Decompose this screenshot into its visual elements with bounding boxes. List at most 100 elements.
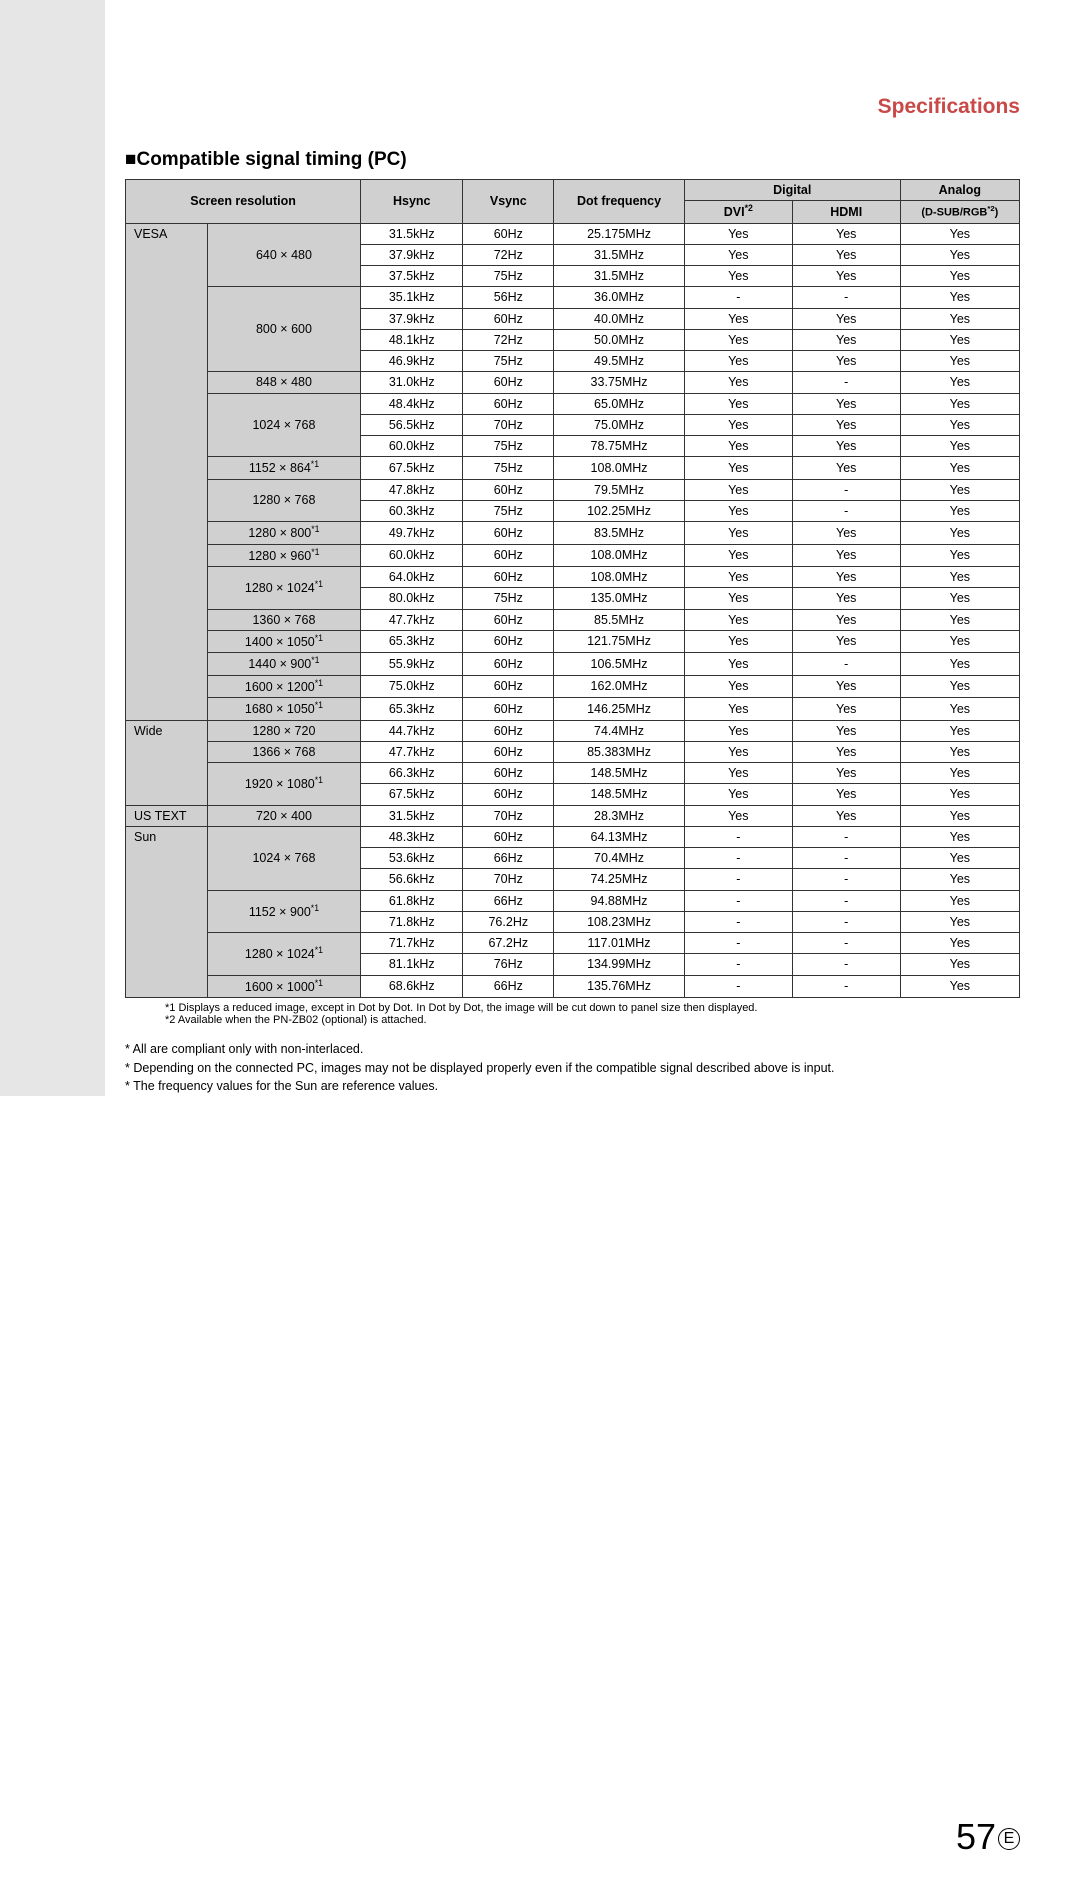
data-cell: 85.5MHz bbox=[554, 609, 685, 630]
data-cell: 48.3kHz bbox=[361, 826, 463, 847]
data-cell: Yes bbox=[792, 522, 900, 544]
table-row: 1024 × 76848.4kHz60Hz65.0MHzYesYesYes bbox=[126, 393, 1020, 414]
data-cell: 60Hz bbox=[463, 567, 554, 588]
table-header: Screen resolution Hsync Vsync Dot freque… bbox=[126, 180, 1020, 224]
data-cell: Yes bbox=[684, 784, 792, 805]
data-cell: Yes bbox=[792, 698, 900, 720]
table-row: US TEXT720 × 40031.5kHz70Hz28.3MHzYesYes… bbox=[126, 805, 1020, 826]
table-row: VESA640 × 48031.5kHz60Hz25.175MHzYesYesY… bbox=[126, 223, 1020, 244]
category-cell: Wide bbox=[126, 720, 208, 805]
data-cell: - bbox=[792, 933, 900, 954]
data-cell: Yes bbox=[684, 544, 792, 566]
data-cell: Yes bbox=[900, 414, 1019, 435]
data-cell: 75.0MHz bbox=[554, 414, 685, 435]
data-cell: Yes bbox=[684, 414, 792, 435]
data-cell: Yes bbox=[684, 567, 792, 588]
data-cell: 85.383MHz bbox=[554, 741, 685, 762]
data-cell: 25.175MHz bbox=[554, 223, 685, 244]
analog-sub-close: ) bbox=[995, 207, 999, 219]
data-cell: Yes bbox=[900, 223, 1019, 244]
data-cell: 49.5MHz bbox=[554, 351, 685, 372]
category-cell: US TEXT bbox=[126, 805, 208, 826]
data-cell: - bbox=[792, 911, 900, 932]
data-cell: 67.5kHz bbox=[361, 784, 463, 805]
data-cell: 108.0MHz bbox=[554, 457, 685, 479]
data-cell: - bbox=[684, 975, 792, 997]
data-cell: Yes bbox=[900, 308, 1019, 329]
data-cell: 60Hz bbox=[463, 784, 554, 805]
resolution-cell: 1280 × 800*1 bbox=[207, 522, 360, 544]
data-cell: 108.0MHz bbox=[554, 567, 685, 588]
data-cell: 37.9kHz bbox=[361, 244, 463, 265]
data-cell: Yes bbox=[900, 763, 1019, 784]
data-cell: 81.1kHz bbox=[361, 954, 463, 975]
data-cell: 148.5MHz bbox=[554, 763, 685, 784]
resolution-cell: 1152 × 900*1 bbox=[207, 890, 360, 933]
data-cell: Yes bbox=[792, 244, 900, 265]
data-cell: - bbox=[792, 479, 900, 500]
resolution-cell: 1024 × 768 bbox=[207, 826, 360, 890]
data-cell: Yes bbox=[684, 522, 792, 544]
data-cell: 75Hz bbox=[463, 457, 554, 479]
table-row: 1920 × 1080*166.3kHz60Hz148.5MHzYesYesYe… bbox=[126, 763, 1020, 784]
table-row: 1280 × 1024*171.7kHz67.2Hz117.01MHz--Yes bbox=[126, 933, 1020, 954]
data-cell: 108.23MHz bbox=[554, 911, 685, 932]
data-cell: 60.3kHz bbox=[361, 501, 463, 522]
data-cell: 50.0MHz bbox=[554, 329, 685, 350]
data-cell: 49.7kHz bbox=[361, 522, 463, 544]
data-cell: Yes bbox=[900, 805, 1019, 826]
table-row: 1280 × 800*149.7kHz60Hz83.5MHzYesYesYes bbox=[126, 522, 1020, 544]
data-cell: 79.5MHz bbox=[554, 479, 685, 500]
data-cell: 75Hz bbox=[463, 501, 554, 522]
data-cell: 48.4kHz bbox=[361, 393, 463, 414]
data-cell: 47.8kHz bbox=[361, 479, 463, 500]
data-cell: Yes bbox=[792, 588, 900, 609]
data-cell: 55.9kHz bbox=[361, 653, 463, 675]
data-cell: 72Hz bbox=[463, 329, 554, 350]
data-cell: Yes bbox=[900, 933, 1019, 954]
resolution-cell: 1600 × 1000*1 bbox=[207, 975, 360, 997]
table-row: 1152 × 864*167.5kHz75Hz108.0MHzYesYesYes bbox=[126, 457, 1020, 479]
data-cell: - bbox=[792, 826, 900, 847]
data-cell: 148.5MHz bbox=[554, 784, 685, 805]
data-cell: Yes bbox=[684, 763, 792, 784]
data-cell: 70Hz bbox=[463, 869, 554, 890]
data-cell: 106.5MHz bbox=[554, 653, 685, 675]
data-cell: 47.7kHz bbox=[361, 609, 463, 630]
data-cell: Yes bbox=[792, 223, 900, 244]
data-cell: 66Hz bbox=[463, 848, 554, 869]
data-cell: Yes bbox=[900, 911, 1019, 932]
data-cell: 70Hz bbox=[463, 414, 554, 435]
data-cell: 66Hz bbox=[463, 890, 554, 911]
data-cell: 75.0kHz bbox=[361, 675, 463, 697]
data-cell: 74.4MHz bbox=[554, 720, 685, 741]
data-cell: Yes bbox=[792, 630, 900, 652]
resolution-cell: 1280 × 1024*1 bbox=[207, 933, 360, 976]
dvi-sup: *2 bbox=[745, 203, 753, 213]
signal-timing-table: Screen resolution Hsync Vsync Dot freque… bbox=[125, 179, 1020, 998]
footnote-2: *2 Available when the PN-ZB02 (optional)… bbox=[165, 1014, 1020, 1026]
table-row: 1600 × 1000*168.6kHz66Hz135.76MHz--Yes bbox=[126, 975, 1020, 997]
data-cell: Yes bbox=[792, 784, 900, 805]
table-row: 848 × 48031.0kHz60Hz33.75MHzYes-Yes bbox=[126, 372, 1020, 393]
data-cell: - bbox=[684, 848, 792, 869]
data-cell: Yes bbox=[792, 329, 900, 350]
data-cell: Yes bbox=[900, 826, 1019, 847]
data-cell: Yes bbox=[900, 372, 1019, 393]
data-cell: - bbox=[684, 954, 792, 975]
data-cell: 117.01MHz bbox=[554, 933, 685, 954]
data-cell: Yes bbox=[900, 567, 1019, 588]
data-cell: 31.5MHz bbox=[554, 244, 685, 265]
category-cell: Sun bbox=[126, 826, 208, 997]
data-cell: Yes bbox=[792, 308, 900, 329]
table-row: 1152 × 900*161.8kHz66Hz94.88MHz--Yes bbox=[126, 890, 1020, 911]
data-cell: 66Hz bbox=[463, 975, 554, 997]
data-cell: Yes bbox=[684, 675, 792, 697]
data-cell: 75Hz bbox=[463, 436, 554, 457]
data-cell: 60Hz bbox=[463, 479, 554, 500]
resolution-cell: 848 × 480 bbox=[207, 372, 360, 393]
data-cell: 61.8kHz bbox=[361, 890, 463, 911]
data-cell: 60Hz bbox=[463, 826, 554, 847]
data-cell: 53.6kHz bbox=[361, 848, 463, 869]
data-cell: Yes bbox=[900, 244, 1019, 265]
